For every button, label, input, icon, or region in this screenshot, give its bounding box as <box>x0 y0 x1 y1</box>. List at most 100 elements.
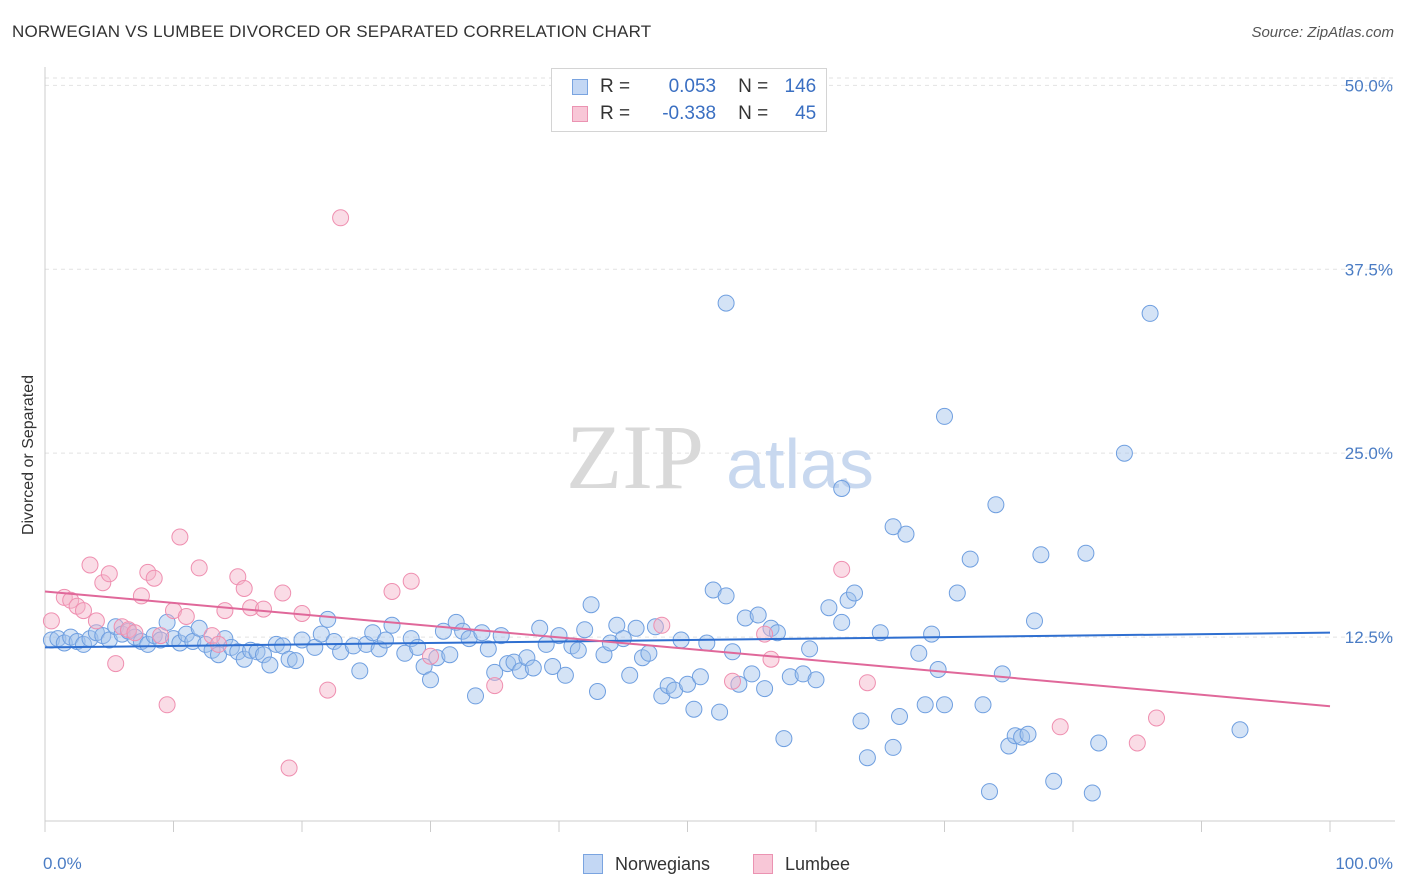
y-tick-label: 37.5% <box>1345 260 1393 279</box>
stats-legend: R = 0.053 N = 146 R = -0.338 N = 45 <box>551 68 827 132</box>
norwegians-point <box>171 634 189 652</box>
lumbee-point <box>158 696 176 714</box>
norwegians-point <box>916 696 934 714</box>
lumbee-point <box>242 599 260 617</box>
lumbee-point <box>255 600 272 618</box>
n-value-norwegians: 146 <box>784 76 817 97</box>
norwegians-point <box>518 649 536 667</box>
norwegians-point <box>1083 784 1101 802</box>
norwegians-point <box>152 631 170 649</box>
norwegians-point <box>698 634 716 652</box>
norwegians-point <box>974 696 992 714</box>
norwegians-point <box>75 635 92 653</box>
lumbee-legend-label: Lumbee <box>785 853 851 874</box>
norwegians-swatch <box>572 79 588 95</box>
norwegians-point <box>479 640 497 658</box>
lumbee-point <box>486 677 504 695</box>
norwegians-point <box>235 650 253 668</box>
y-axis-label: Divorced or Separated <box>20 375 37 535</box>
norwegians-point <box>833 480 851 497</box>
norwegians-point <box>627 619 645 637</box>
norwegians-point <box>428 649 446 667</box>
norwegians-point <box>486 663 504 681</box>
norwegians-legend-label: Norwegians <box>615 853 711 874</box>
lumbee-point <box>1128 734 1146 752</box>
norwegians-point <box>981 783 998 801</box>
norwegians-point <box>948 584 966 602</box>
norwegians-point <box>377 631 394 649</box>
lumbee-point <box>81 556 99 574</box>
norwegians-point <box>1077 544 1095 562</box>
norwegians-point <box>1045 772 1063 790</box>
norwegians-point <box>801 640 819 658</box>
lumbee-point <box>833 560 851 578</box>
y-tick-label: 50.0% <box>1345 76 1393 95</box>
norwegians-point <box>640 644 658 662</box>
norwegians-point <box>961 550 979 568</box>
n-value-lumbee: 45 <box>795 103 817 124</box>
n-label: N = <box>738 76 769 97</box>
norwegians-point <box>839 591 857 609</box>
norwegians-point <box>621 666 639 684</box>
lumbee-point <box>152 627 170 645</box>
source-credit: Source: ZipAtlas.com <box>1251 24 1394 41</box>
axes <box>44 67 1395 832</box>
lumbee-point <box>1051 718 1069 736</box>
norwegians-point <box>344 637 362 655</box>
chart-title: NORWEGIAN VS LUMBEE DIVORCED OR SEPARATE… <box>12 22 652 41</box>
norwegians-point <box>499 655 517 673</box>
norwegians-point <box>216 630 234 648</box>
norwegians-point <box>749 606 767 624</box>
norwegians-point <box>923 625 941 643</box>
norwegians-point <box>717 294 735 312</box>
watermark-zip: ZIP <box>566 406 704 508</box>
norwegians-point <box>1006 727 1024 745</box>
lumbee-point <box>62 591 80 609</box>
norwegians-point <box>891 708 908 725</box>
norwegians-point <box>1090 734 1108 752</box>
norwegians-point <box>550 627 568 645</box>
lumbee-point <box>319 681 337 699</box>
lumbee-point <box>724 672 741 690</box>
norwegians-point <box>833 613 851 631</box>
lumbee-point <box>402 572 420 590</box>
norwegians-point <box>1141 304 1159 322</box>
norwegians-point <box>1231 721 1249 739</box>
norwegians-point <box>987 496 1005 514</box>
lumbee-point <box>94 574 112 592</box>
x-tick-label: 0.0% <box>43 854 82 873</box>
norwegians-point <box>319 610 337 628</box>
lumbee-legend-swatch <box>753 854 773 874</box>
norwegians-point <box>255 646 272 664</box>
watermark-atlas: atlas <box>726 425 874 503</box>
legend-item-norwegians: Norwegians <box>583 852 710 876</box>
lumbee-point <box>653 616 671 634</box>
norwegians-point <box>351 662 369 680</box>
lumbee-point <box>216 602 234 620</box>
trend-lines <box>44 590 1331 708</box>
gridlines <box>45 77 1395 638</box>
norwegians-point <box>531 619 549 637</box>
r-value-lumbee: -0.338 <box>662 103 717 124</box>
lumbee-point <box>177 608 195 625</box>
norwegians-trend-line <box>44 631 1331 649</box>
lumbee-point <box>139 563 157 581</box>
norwegians-point <box>781 668 799 686</box>
lumbee-point <box>1148 709 1165 727</box>
norwegians-point <box>736 609 754 627</box>
norwegians-point <box>691 668 709 686</box>
norwegians-point <box>447 613 465 631</box>
norwegians-point <box>1115 444 1133 462</box>
r-label: R = <box>600 76 631 97</box>
norwegians-point <box>473 624 491 642</box>
norwegians-point <box>820 599 838 617</box>
norwegians-point <box>993 665 1011 683</box>
norwegians-point <box>1019 725 1037 743</box>
norwegians-point <box>190 619 208 637</box>
norwegians-point <box>364 624 382 642</box>
lumbee-point <box>75 602 92 620</box>
y-tick-label: 12.5% <box>1345 628 1393 647</box>
norwegians-point <box>197 635 215 653</box>
r-label: R = <box>600 103 631 124</box>
